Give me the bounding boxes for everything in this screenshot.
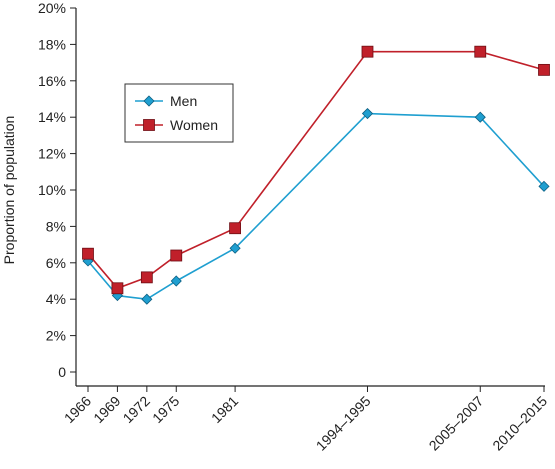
y-tick-label: 0 (58, 364, 66, 380)
y-tick-label: 20% (38, 0, 66, 16)
data-point-men (229, 242, 241, 254)
legend: Men Women (124, 83, 234, 143)
data-point-women (229, 222, 241, 235)
x-tick-label: 2010–2015 (489, 393, 550, 454)
series-layer (82, 45, 550, 305)
data-point-men (474, 111, 486, 123)
data-point-men (538, 180, 550, 192)
y-tick-label: 12% (38, 146, 66, 162)
y-axis-label: Proportion of population (1, 116, 17, 265)
data-point-women (538, 63, 550, 76)
data-point-men (361, 107, 374, 120)
data-point-women (82, 247, 94, 260)
axes: 02%4%6%8%10%12%14%16%18%20%1966196919721… (38, 0, 550, 454)
y-tick-label: 6% (46, 255, 66, 271)
data-point-women (140, 271, 153, 284)
legend-marker-men (143, 95, 155, 107)
y-tick-label: 14% (38, 109, 66, 125)
x-tick-label: 1972 (120, 393, 153, 426)
y-tick-label: 2% (46, 328, 66, 344)
x-tick-label: 1981 (208, 393, 241, 426)
x-tick-label: 2005–2007 (426, 393, 487, 454)
x-tick-label: 1975 (149, 393, 182, 426)
legend-marker-women (143, 119, 155, 131)
y-tick-label: 10% (38, 182, 66, 198)
legend-label-women: Women (170, 117, 218, 133)
data-point-women (111, 282, 124, 295)
y-tick-label: 18% (38, 36, 66, 52)
data-point-men (141, 293, 153, 305)
data-point-women (361, 45, 374, 58)
data-point-women (170, 249, 183, 262)
x-tick-label: 1969 (90, 393, 123, 426)
legend-box (124, 83, 234, 143)
data-point-women (474, 45, 487, 58)
y-tick-label: 8% (46, 218, 66, 234)
legend-label-men: Men (170, 93, 197, 109)
y-tick-label: 4% (46, 291, 66, 307)
y-tick-label: 16% (38, 73, 66, 89)
data-point-men (170, 275, 182, 287)
x-tick-label: 1966 (61, 393, 94, 426)
x-tick-label: 1994–1995 (313, 393, 374, 454)
